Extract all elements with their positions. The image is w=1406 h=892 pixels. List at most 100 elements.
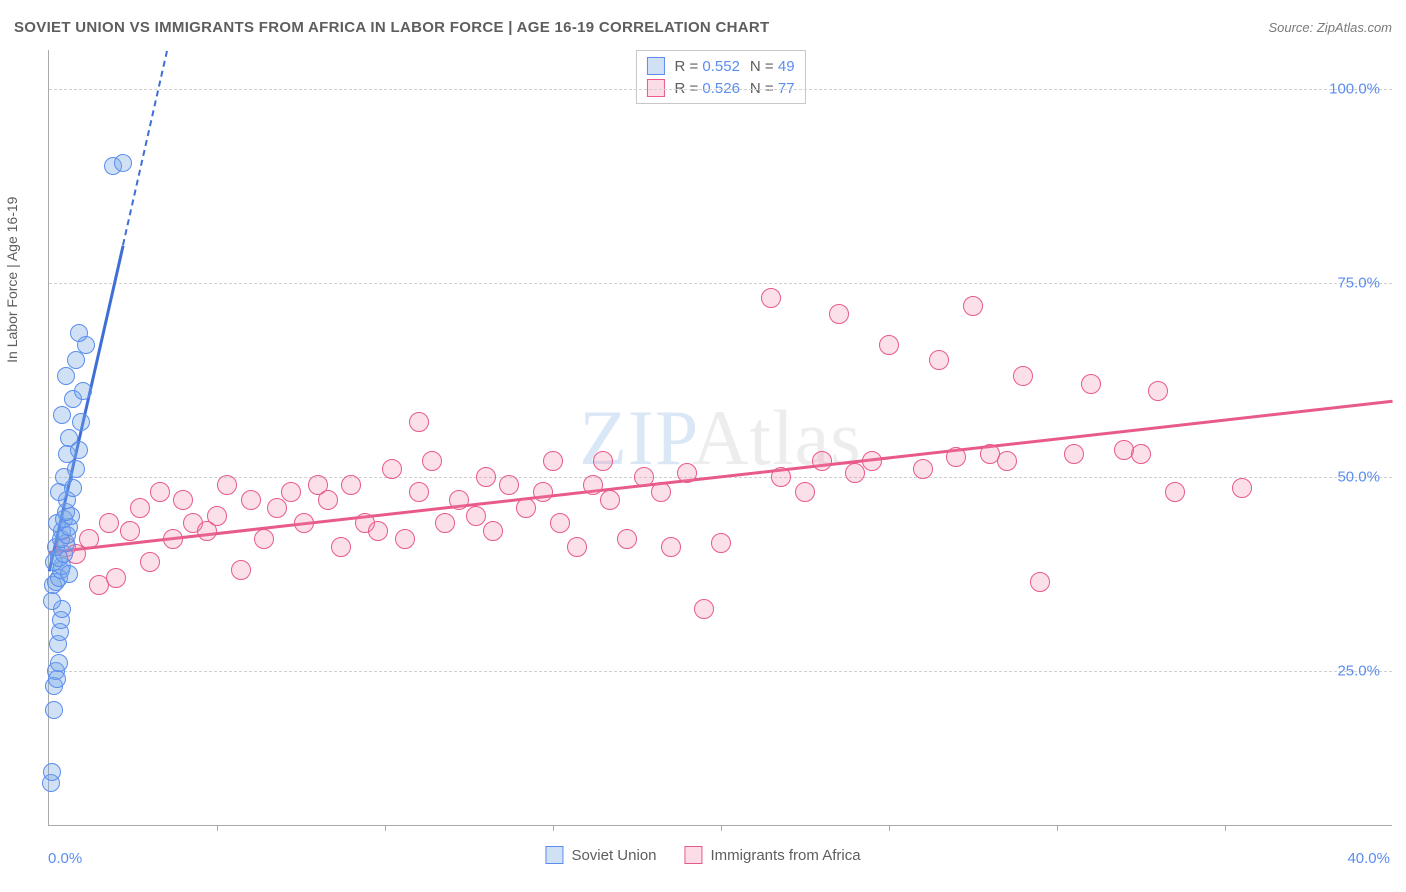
stats-legend: R = 0.552 N = 49 R = 0.526 N = 77 (635, 50, 805, 104)
gridline-h (49, 671, 1392, 672)
x-tick-mark (217, 825, 218, 831)
gridline-h (49, 283, 1392, 284)
data-point (395, 529, 415, 549)
data-point (593, 451, 613, 471)
data-point (48, 670, 66, 688)
data-point (43, 763, 61, 781)
data-point (72, 413, 90, 431)
stats-row: R = 0.552 N = 49 (646, 55, 794, 77)
data-point (57, 367, 75, 385)
x-tick-mark (1057, 825, 1058, 831)
x-tick-label: 40.0% (1347, 850, 1390, 867)
y-tick-label: 75.0% (1337, 274, 1380, 291)
chart-container: SOVIET UNION VS IMMIGRANTS FROM AFRICA I… (0, 0, 1406, 892)
series-legend: Soviet Union Immigrants from Africa (545, 846, 860, 864)
chart-source: Source: ZipAtlas.com (1268, 20, 1392, 35)
data-point (466, 506, 486, 526)
data-point (50, 654, 68, 672)
data-point (1013, 366, 1033, 386)
data-point (862, 451, 882, 471)
y-axis-label: In Labor Force | Age 16-19 (4, 197, 20, 363)
legend-swatch-series1 (545, 846, 563, 864)
data-point (567, 537, 587, 557)
data-point (651, 482, 671, 502)
y-tick-label: 25.0% (1337, 662, 1380, 679)
legend-swatch-series2 (685, 846, 703, 864)
data-point (207, 506, 227, 526)
data-point (711, 533, 731, 553)
data-point (67, 460, 85, 478)
data-point (99, 513, 119, 533)
data-point (600, 490, 620, 510)
data-point (946, 447, 966, 467)
data-point (963, 296, 983, 316)
data-point (74, 382, 92, 400)
data-point (1030, 572, 1050, 592)
chart-title: SOVIET UNION VS IMMIGRANTS FROM AFRICA I… (14, 19, 770, 36)
data-point (634, 467, 654, 487)
data-point (1165, 482, 1185, 502)
x-tick-mark (889, 825, 890, 831)
data-point (368, 521, 388, 541)
data-point (217, 475, 237, 495)
y-tick-label: 100.0% (1329, 80, 1380, 97)
data-point (120, 521, 140, 541)
data-point (1081, 374, 1101, 394)
data-point (79, 529, 99, 549)
data-point (694, 599, 714, 619)
data-point (43, 592, 61, 610)
data-point (1232, 478, 1252, 498)
data-point (583, 475, 603, 495)
data-point (60, 565, 78, 583)
data-point (997, 451, 1017, 471)
data-point (1064, 444, 1084, 464)
data-point (150, 482, 170, 502)
data-point (281, 482, 301, 502)
data-point (106, 568, 126, 588)
data-point (1131, 444, 1151, 464)
data-point (70, 324, 88, 342)
x-tick-label: 0.0% (48, 850, 82, 867)
regression-line (122, 51, 168, 245)
gridline-h (49, 89, 1392, 90)
data-point (341, 475, 361, 495)
stats-n-value: 49 (778, 58, 795, 75)
data-point (409, 412, 429, 432)
x-tick-mark (553, 825, 554, 831)
x-tick-mark (721, 825, 722, 831)
data-point (231, 560, 251, 580)
data-point (476, 467, 496, 487)
data-point (60, 429, 78, 447)
data-point (331, 537, 351, 557)
x-tick-mark (1225, 825, 1226, 831)
data-point (449, 490, 469, 510)
data-point (382, 459, 402, 479)
data-point (516, 498, 536, 518)
data-point (45, 701, 63, 719)
data-point (1148, 381, 1168, 401)
legend-item-series1: Soviet Union (545, 846, 656, 864)
data-point (677, 463, 697, 483)
data-point (173, 490, 193, 510)
stats-n-label: N = 49 (750, 58, 795, 75)
stats-r-label: R = 0.552 (674, 58, 739, 75)
data-point (241, 490, 261, 510)
data-point (829, 304, 849, 324)
chart-header: SOVIET UNION VS IMMIGRANTS FROM AFRICA I… (14, 10, 1392, 44)
data-point (617, 529, 637, 549)
data-point (913, 459, 933, 479)
data-point (771, 467, 791, 487)
data-point (318, 490, 338, 510)
data-point (550, 513, 570, 533)
data-point (254, 529, 274, 549)
data-point (499, 475, 519, 495)
y-tick-label: 50.0% (1337, 468, 1380, 485)
legend-label-series1: Soviet Union (571, 847, 656, 864)
data-point (114, 154, 132, 172)
data-point (409, 482, 429, 502)
data-point (761, 288, 781, 308)
data-point (435, 513, 455, 533)
data-point (543, 451, 563, 471)
data-point (879, 335, 899, 355)
data-point (929, 350, 949, 370)
